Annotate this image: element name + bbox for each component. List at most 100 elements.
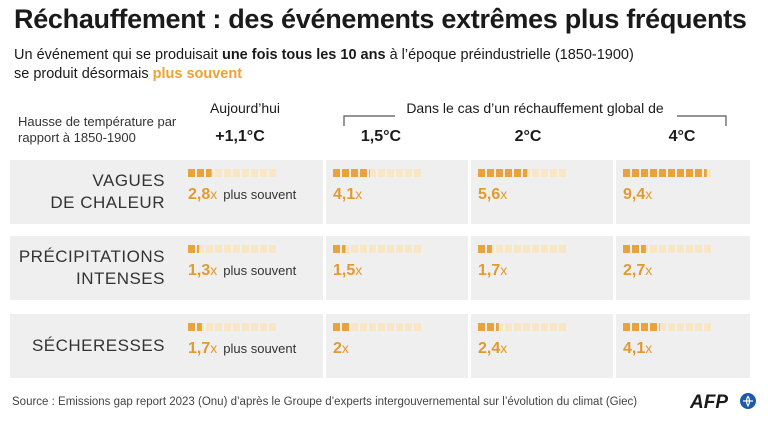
value-number: 4,1: [333, 186, 356, 203]
square-filled: [641, 245, 646, 253]
square-filled: [188, 245, 195, 253]
square-empty: [550, 323, 557, 331]
data-cell: 2,7x: [623, 236, 768, 300]
square-filled: [197, 323, 202, 331]
square-empty: [496, 323, 503, 331]
square-filled: [659, 323, 660, 331]
square-empty: [532, 169, 539, 177]
square-empty: [206, 245, 213, 253]
square-empty: [215, 323, 222, 331]
subtitle-emphasis: une fois tous les 10 ans: [221, 47, 386, 63]
square-filled: [188, 169, 195, 177]
square-empty: [405, 245, 412, 253]
row-label-line: DE CHALEUR: [50, 193, 165, 212]
square-empty: [233, 323, 240, 331]
square-empty: [378, 323, 385, 331]
data-cell: 2x: [333, 314, 478, 378]
square-filled: [333, 245, 340, 253]
square-empty: [396, 323, 403, 331]
value-number: 2,7: [623, 262, 646, 279]
value-unit: x: [645, 186, 653, 202]
square-filled: [632, 245, 639, 253]
cell-divider: [468, 314, 471, 378]
square-filled: [487, 323, 494, 331]
frequency-squares: [623, 323, 711, 331]
cell-divider: [613, 314, 616, 378]
square-empty: [233, 169, 240, 177]
value-label: 2,8x plus souvent: [188, 186, 296, 204]
square-empty: [677, 323, 684, 331]
source-note: Source : Emissions gap report 2023 (Onu)…: [12, 396, 638, 408]
square-empty: [378, 169, 385, 177]
frequency-squares: [188, 323, 276, 331]
square-empty: [541, 169, 548, 177]
square-filled: [641, 169, 648, 177]
value-unit: x: [645, 262, 653, 278]
svg-text:AFP: AFP: [690, 392, 728, 412]
square-filled: [487, 169, 494, 177]
value-label: 1,7x: [478, 262, 507, 280]
value-unit: x: [500, 186, 508, 202]
cell-divider: [468, 160, 471, 224]
square-empty: [650, 245, 657, 253]
value-number: 9,4: [623, 186, 646, 203]
value-note: plus souvent: [223, 187, 297, 202]
square-empty: [215, 169, 222, 177]
square-empty: [396, 169, 403, 177]
row-label-line: SÉCHERESSES: [31, 336, 165, 355]
square-empty: [677, 245, 684, 253]
scenario-label: 2°C: [514, 128, 542, 145]
square-empty: [369, 245, 376, 253]
square-empty: [659, 245, 666, 253]
square-empty: [496, 245, 503, 253]
value-note: plus souvent: [223, 263, 297, 278]
value-number: 1,7: [188, 340, 211, 357]
value-note: plus souvent: [223, 341, 297, 356]
square-empty: [559, 323, 566, 331]
square-empty: [668, 245, 675, 253]
square-filled: [677, 169, 684, 177]
square-empty: [523, 323, 530, 331]
square-filled: [478, 323, 485, 331]
value-unit: x: [210, 186, 218, 202]
square-filled: [650, 169, 657, 177]
square-filled: [342, 169, 349, 177]
value-unit: x: [355, 186, 363, 202]
row-label-line: INTENSES: [75, 269, 165, 288]
square-filled: [623, 323, 630, 331]
subtitle-part: à l’époque préindustrielle (1850-1900): [389, 47, 634, 63]
square-filled: [695, 169, 702, 177]
value-label: 1,3x plus souvent: [188, 262, 296, 280]
square-empty: [269, 245, 276, 253]
value-unit: x: [341, 340, 349, 356]
square-empty: [550, 245, 557, 253]
square-empty: [532, 245, 539, 253]
square-empty: [251, 245, 258, 253]
value-label: 2,4x: [478, 340, 507, 358]
subtitle-part: Un événement qui se produisait: [14, 47, 218, 63]
square-filled: [342, 245, 346, 253]
square-filled: [496, 323, 499, 331]
square-empty: [704, 169, 711, 177]
square-empty: [695, 323, 702, 331]
square-empty: [532, 323, 539, 331]
data-cell: 4,1x: [333, 160, 478, 224]
value-label: 2x: [333, 340, 349, 358]
square-empty: [269, 169, 276, 177]
square-empty: [704, 245, 711, 253]
square-filled: [197, 245, 200, 253]
value-label: 9,4x: [623, 186, 652, 204]
frequency-squares: [623, 169, 711, 177]
value-number: 4,1: [623, 340, 646, 357]
value-number: 1,3: [188, 262, 211, 279]
row-label-line: VAGUES: [92, 171, 165, 190]
square-filled: [478, 245, 485, 253]
data-cell: 1,7x plus souvent: [188, 314, 333, 378]
square-empty: [505, 245, 512, 253]
scenario-label: 1,5°C: [360, 128, 402, 145]
square-empty: [550, 169, 557, 177]
square-empty: [387, 245, 394, 253]
square-empty: [224, 245, 231, 253]
cell-divider: [468, 236, 471, 300]
square-filled: [704, 169, 707, 177]
